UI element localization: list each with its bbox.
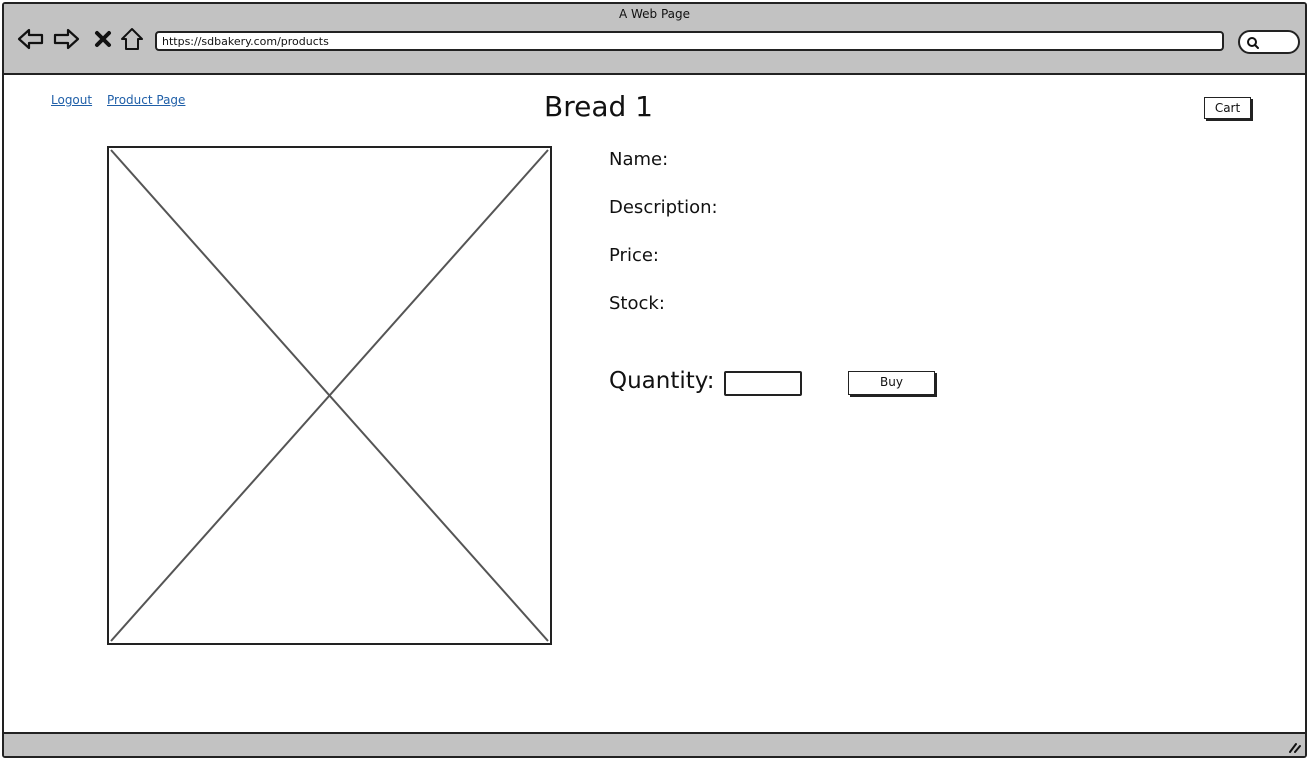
search-icon bbox=[1247, 37, 1259, 49]
logout-link[interactable]: Logout bbox=[51, 93, 93, 107]
page-title: Bread 1 bbox=[544, 90, 653, 123]
address-bar[interactable] bbox=[155, 31, 1224, 51]
image-placeholder-icon bbox=[110, 149, 549, 642]
quantity-label: Quantity: bbox=[609, 368, 715, 394]
product-page-link[interactable]: Product Page bbox=[107, 93, 186, 107]
name-label: Name: bbox=[609, 149, 669, 170]
window-title: A Web Page bbox=[618, 7, 691, 21]
stock-label: Stock: bbox=[609, 293, 665, 314]
page-content: Logout Product Page Bread 1 Cart Name: D… bbox=[4, 75, 1305, 734]
buy-button[interactable]: Buy bbox=[848, 371, 935, 395]
cart-button[interactable]: Cart bbox=[1204, 97, 1251, 119]
resize-grip-icon[interactable] bbox=[1285, 738, 1301, 754]
quantity-input[interactable] bbox=[724, 371, 802, 396]
home-button[interactable] bbox=[117, 24, 147, 54]
price-label: Price: bbox=[609, 245, 659, 266]
browser-toolbar: A Web Page bbox=[4, 4, 1305, 75]
arrow-right-icon bbox=[53, 28, 80, 50]
status-bar bbox=[4, 732, 1305, 756]
forward-button[interactable] bbox=[51, 24, 81, 54]
arrow-left-icon bbox=[17, 28, 44, 50]
product-image-placeholder bbox=[107, 146, 552, 645]
close-icon bbox=[95, 31, 111, 47]
search-button[interactable] bbox=[1238, 30, 1300, 54]
home-icon bbox=[121, 28, 143, 50]
back-button[interactable] bbox=[16, 24, 46, 54]
stop-button[interactable] bbox=[88, 24, 118, 54]
description-label: Description: bbox=[609, 197, 718, 218]
